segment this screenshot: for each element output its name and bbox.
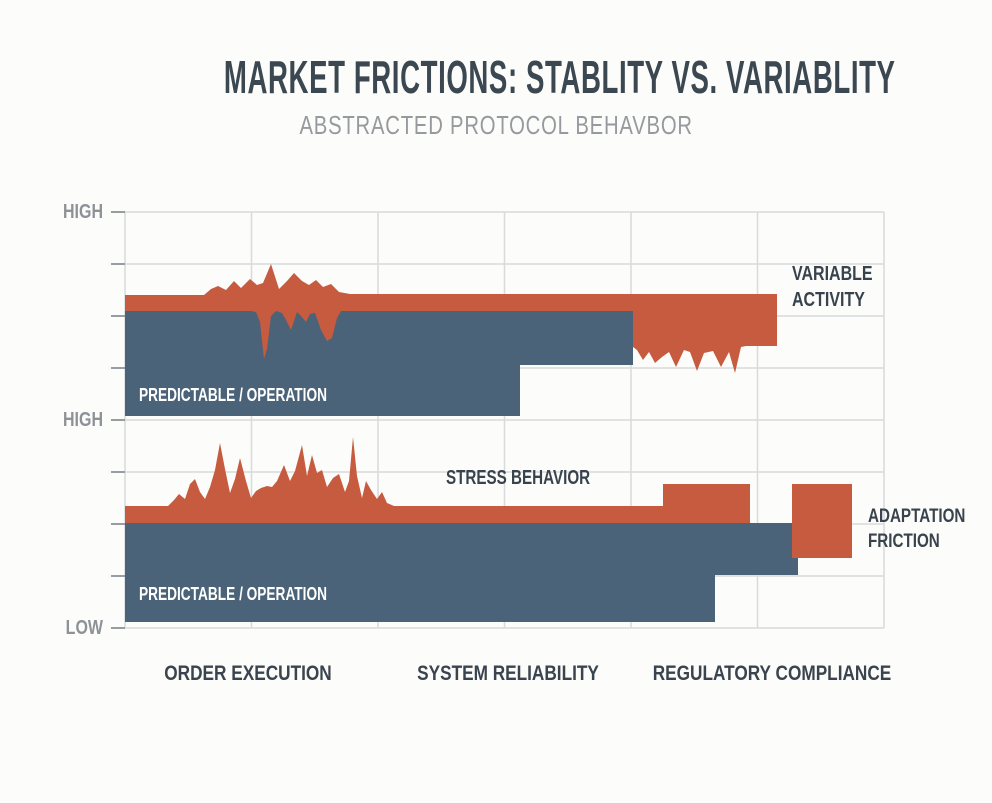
stress-behavior-annotation: STRESS BEHAVIOR [446, 467, 591, 489]
chart-subtitle: ABSTRACTED PROTOCOL BEHAVBOR [299, 110, 693, 140]
top-band-label: PREDICTABLE / OPERATION [139, 385, 327, 405]
x-axis-label-system-reliability: SYSTEM RELIABILITY [417, 662, 599, 685]
bottom-orange-band [125, 437, 750, 523]
top-blue-band [125, 311, 633, 416]
y-axis-label-high-mid: HIGH [63, 409, 103, 431]
top-orange-band [125, 264, 777, 373]
bottom-blue-band [125, 523, 798, 622]
y-axis-label-high-top: HIGH [63, 201, 103, 223]
adaptation-friction-square [792, 484, 852, 558]
title-row: MARKET FRICTIONS: STABLITY VS. VARIABLIT… [0, 50, 992, 104]
x-axis-label-order-execution: ORDER EXECUTION [164, 662, 332, 685]
variable-activity-line2: ACTIVITY [792, 289, 865, 311]
chart-title: MARKET FRICTIONS: STABLITY VS. VARIABLIT… [223, 51, 896, 103]
adaptation-friction-line2: FRICTION [868, 531, 940, 552]
adaptation-friction-line1: ADAPTATION [868, 506, 966, 527]
y-axis-label-low: LOW [65, 617, 103, 639]
adaptation-friction-annotation: ADAPTATION FRICTION [868, 504, 965, 554]
bottom-band-label: PREDICTABLE / OPERATION [139, 584, 327, 604]
subtitle-row: ABSTRACTED PROTOCOL BEHAVBOR [0, 110, 992, 141]
x-axis-label-regulatory-compliance: REGULATORY COMPLIANCE [652, 662, 892, 685]
variable-activity-annotation: VARIABLE ACTIVITY [792, 261, 873, 313]
variable-activity-line1: VARIABLE [792, 263, 873, 285]
